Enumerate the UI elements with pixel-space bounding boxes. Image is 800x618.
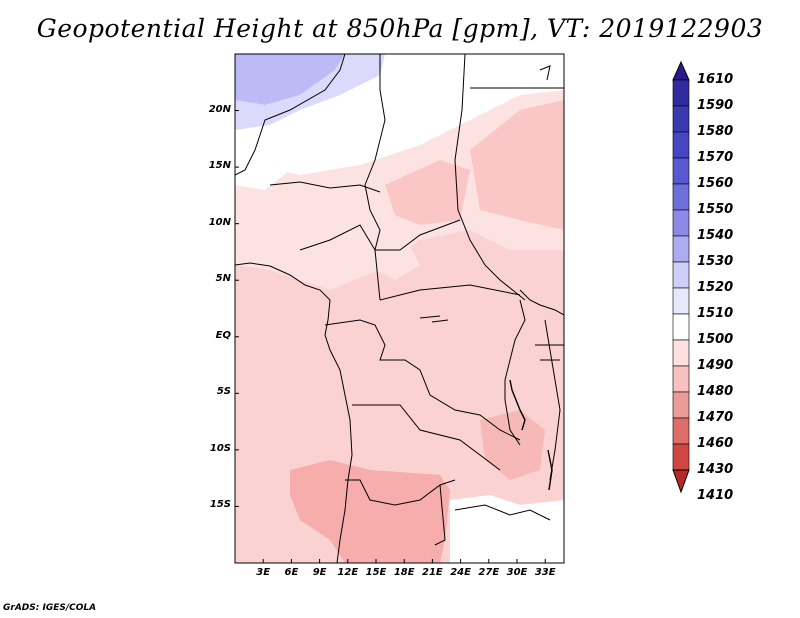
colorbar-label: 1480	[697, 384, 734, 399]
coast-red-sea	[539, 65, 551, 81]
field-pink-chad	[385, 160, 470, 225]
colorbar-swatch	[672, 391, 690, 419]
lat-label: 15S	[209, 499, 231, 511]
lat-label: 10N	[208, 216, 231, 228]
colorbar-swatch	[672, 365, 690, 393]
colorbar-label: 1510	[697, 306, 734, 321]
colorbar-swatch	[672, 339, 690, 367]
border-botswana	[434, 484, 446, 546]
field-blue-light	[235, 54, 385, 130]
east-coast-north	[519, 289, 564, 316]
border-zambia-zim	[454, 504, 551, 521]
colorbar-label: 1520	[697, 280, 734, 295]
lon-label: 6E	[284, 567, 299, 578]
colorbar-swatch	[672, 209, 690, 237]
border-sahel-1	[269, 181, 381, 193]
river-congo	[419, 315, 449, 323]
colorbar-swatch	[672, 313, 690, 341]
lon-label: 30E	[506, 567, 528, 578]
lat-label: 20N	[208, 103, 231, 115]
lat-label: EQ	[215, 329, 231, 341]
colorbar-label: 1550	[697, 202, 734, 217]
colorbar-swatch	[672, 79, 690, 107]
colorbar-label: 1530	[697, 254, 734, 269]
colorbar-label: 1460	[697, 436, 734, 451]
lon-label: 9E	[312, 567, 327, 578]
grads-credit: GrADS: IGES/COLA	[3, 603, 97, 613]
field-white-coast	[235, 150, 290, 190]
colorbar-label: 1410	[697, 488, 734, 503]
colorbar-label: 1590	[697, 98, 734, 113]
colorbar-swatch	[672, 157, 690, 185]
colorbar-label: 1490	[697, 358, 734, 373]
border-nw	[235, 54, 346, 176]
field-white-se	[450, 495, 564, 563]
colorbar-label: 1560	[697, 176, 734, 191]
lon-label: 33E	[534, 567, 556, 578]
colorbar-label: 1580	[697, 124, 734, 139]
boundaries	[235, 54, 564, 563]
border-sahel-2	[299, 219, 461, 251]
lon-label: 27E	[478, 567, 500, 578]
map-frame	[234, 53, 565, 564]
lon-label: 12E	[337, 567, 359, 578]
border-chad-sudan	[454, 54, 526, 301]
axis-ticks	[235, 110, 546, 563]
colorbar-label: 1570	[697, 150, 734, 165]
colorbar-swatch	[672, 105, 690, 133]
field-pink-light-car	[375, 245, 420, 280]
colorbar-swatch	[672, 131, 690, 159]
west-coastline	[235, 262, 353, 563]
colorbar-min-arrow	[672, 469, 690, 494]
colorbar-swatch	[672, 287, 690, 315]
colorbar	[672, 60, 690, 494]
colorbar-label: 1430	[697, 462, 734, 477]
lon-label: 3E	[256, 567, 271, 578]
colorbar-swatch	[672, 261, 690, 289]
border-kenya	[535, 344, 564, 361]
border-east-lakes	[504, 299, 526, 446]
lon-label: 24E	[450, 567, 471, 578]
field-pink-mid-south	[290, 460, 450, 563]
border-n-s-1	[364, 54, 386, 301]
lon-label: 21E	[422, 567, 443, 578]
map-title: Geopotential Height at 850hPa [gpm], VT:…	[36, 14, 764, 43]
lat-label: 15N	[208, 160, 231, 172]
colorbar-label: 1470	[697, 410, 734, 425]
lat-label: 10S	[209, 442, 231, 454]
colorbar-max-arrow	[672, 60, 690, 81]
field-blue-high	[235, 54, 345, 105]
border-drc-north	[324, 319, 521, 441]
height-field	[235, 54, 564, 563]
colorbar-swatch	[672, 235, 690, 263]
colorbar-label: 1500	[697, 332, 734, 347]
lon-label: 15E	[365, 567, 387, 578]
lat-label: 5S	[216, 386, 231, 398]
field-pink-ne	[470, 100, 564, 230]
colorbar-swatch	[672, 183, 690, 211]
lake-tanganyika	[509, 379, 526, 431]
lake-malawi	[547, 449, 553, 491]
colorbar-label: 1540	[697, 228, 734, 243]
colorbar-swatch	[672, 417, 690, 445]
border-angola-drc	[352, 404, 501, 471]
colorbar-swatch	[672, 443, 690, 471]
lat-label: 5N	[215, 273, 231, 285]
lon-label: 18E	[393, 567, 415, 578]
colorbar-label: 1610	[697, 72, 734, 87]
border-car-drc	[379, 284, 521, 301]
